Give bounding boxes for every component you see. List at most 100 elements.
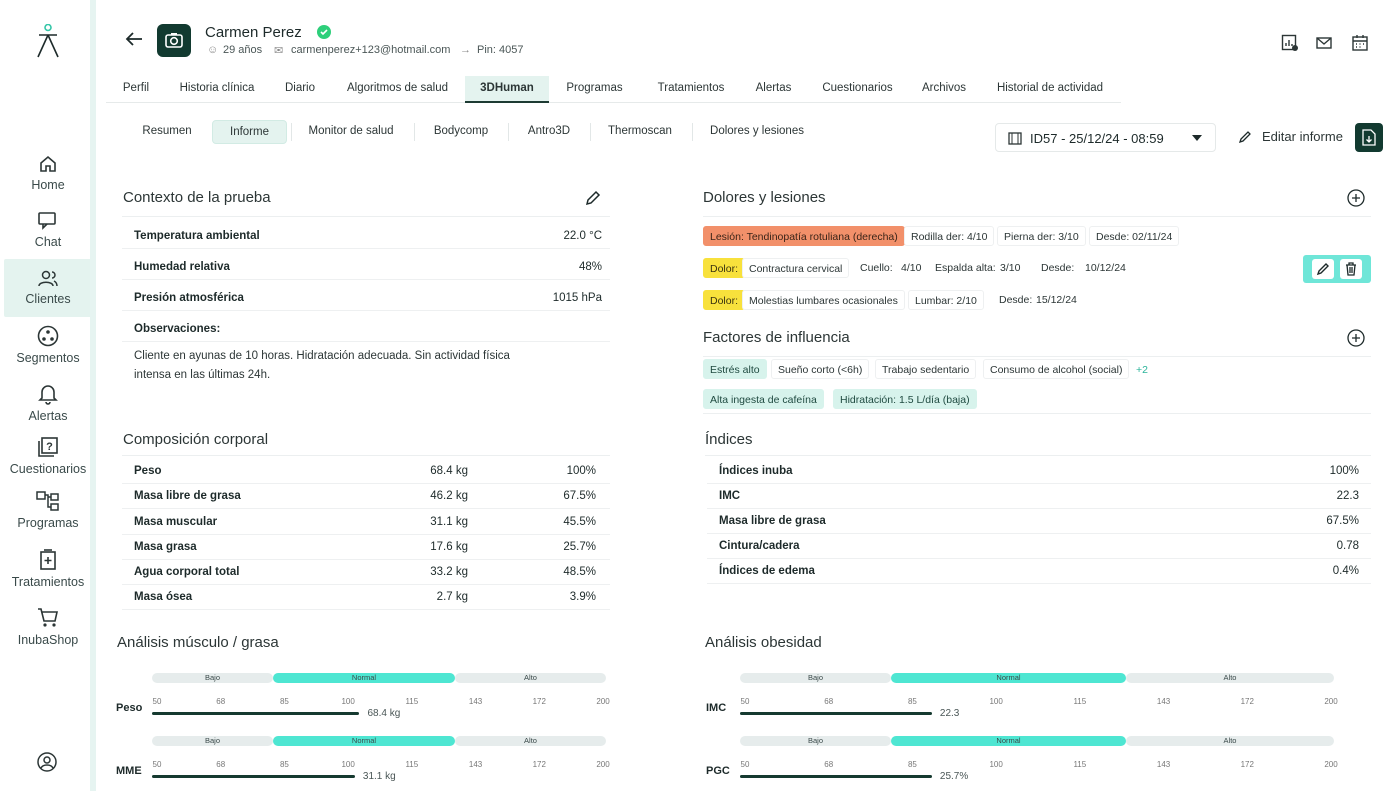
table-row: Masa ósea 2.7 kg 3.9% — [122, 585, 610, 610]
tick-label: 143 — [468, 697, 483, 706]
section-title: Factores de influencia — [703, 329, 850, 346]
tick-label: 115 — [405, 760, 419, 769]
tab-3dhuman[interactable]: 3DHuman — [465, 76, 549, 103]
tab-historial[interactable]: Historial de actividad — [996, 82, 1104, 94]
table-row: Cintura/cadera 0.78 — [707, 534, 1371, 559]
pencil-icon — [1316, 263, 1329, 276]
divider — [703, 216, 1371, 217]
camera-icon — [165, 33, 183, 48]
divider — [703, 356, 1371, 357]
sidebar-item-home[interactable]: Home — [4, 154, 92, 196]
report-icon[interactable] — [1281, 34, 1299, 52]
mail-icon: ✉ — [274, 45, 284, 57]
tick-label: 115 — [405, 697, 419, 706]
table-row: Masa libre de grasa 46.2 kg 67.5% — [122, 484, 610, 509]
main-tabs: Perfil Historia clínica Diario Algoritmo… — [106, 76, 1121, 103]
sidebar-item-cuestionarios[interactable]: ? Cuestionarios — [4, 436, 92, 476]
patient-avatar[interactable] — [157, 24, 191, 57]
pain-since-label: Desde: — [1041, 262, 1075, 274]
tab-algoritmos[interactable]: Algoritmos de salud — [347, 82, 448, 94]
subtab-bodycomp[interactable]: Bodycomp — [433, 125, 489, 137]
pencil-icon[interactable] — [585, 190, 601, 206]
factor-chip: Trabajo sedentario — [875, 359, 977, 379]
table-row: Peso 68.4 kg 100% — [122, 459, 610, 484]
tick-label: 50 — [740, 760, 750, 769]
table-row: Temperatura ambiental 22.0 °C — [122, 224, 610, 249]
tab-diario[interactable]: Diario — [284, 82, 316, 94]
divider — [705, 455, 1371, 456]
report-select-value: ID57 - 25/12/24 - 08:59 — [1030, 131, 1164, 146]
user-profile-icon[interactable] — [37, 752, 57, 772]
tick-label: 100 — [989, 760, 1003, 769]
subtab-monitor-salud[interactable]: Monitor de salud — [308, 125, 394, 137]
scan-icon — [1008, 132, 1022, 145]
sidebar-item-inubashop[interactable]: InubaShop — [4, 607, 92, 647]
tab-cuestionarios[interactable]: Cuestionarios — [822, 82, 893, 94]
section-title: Contexto de la prueba — [123, 189, 271, 206]
delete-button[interactable] — [1340, 259, 1362, 279]
pain-since-date: 15/12/24 — [1036, 294, 1077, 306]
sidebar-item-label: Programas — [17, 516, 79, 530]
observations-text: Cliente en ayunas de 10 horas. Hidrataci… — [134, 350, 510, 381]
pain-since-label: Desde: — [999, 294, 1033, 306]
sidebar-item-label: Clientes — [25, 292, 71, 306]
table-row: Masa grasa 17.6 kg 25.7% — [122, 535, 610, 560]
gauge-value: 31.1 kg — [362, 771, 396, 782]
sidebar-item-clientes[interactable]: Clientes — [4, 259, 92, 317]
sidebar-item-alertas[interactable]: Alertas — [4, 383, 92, 423]
more-factors-link[interactable]: +2 — [1136, 364, 1148, 376]
tick-label: 172 — [1240, 697, 1254, 706]
subtab-thermoscan[interactable]: Thermoscan — [608, 125, 672, 137]
export-button[interactable] — [1355, 123, 1383, 152]
gauge-value: 22.3 — [939, 708, 960, 719]
range-band-high: Alto — [1126, 673, 1334, 683]
range-band-normal: Normal — [273, 736, 455, 746]
tick-label: 68 — [216, 697, 226, 706]
subtab-antro3d[interactable]: Antro3D — [527, 125, 571, 137]
sidebar-item-tratamientos[interactable]: Tratamientos — [4, 549, 92, 589]
report-select[interactable]: ID57 - 25/12/24 - 08:59 — [995, 123, 1216, 152]
tick-label: 115 — [1073, 697, 1087, 706]
injury-tag: Lesión: Tendinopatía rotuliana (derecha) — [703, 226, 905, 246]
add-circle-icon[interactable] — [1347, 329, 1365, 347]
tab-programas[interactable]: Programas — [566, 82, 623, 94]
tick-label: 172 — [532, 760, 546, 769]
tick-label: 50 — [152, 760, 162, 769]
tab-perfil[interactable]: Perfil — [122, 82, 150, 94]
home-icon — [40, 155, 56, 172]
table-row: Observaciones: — [122, 317, 610, 342]
range-band-normal: Normal — [891, 673, 1126, 683]
pain-tag: Dolor: — [703, 258, 746, 278]
mail-icon[interactable] — [1315, 34, 1333, 52]
factor-chip: Estrés alto — [703, 359, 767, 379]
pencil-icon[interactable] — [1238, 130, 1252, 144]
tab-alertas[interactable]: Alertas — [755, 82, 792, 94]
sidebar-item-segmentos[interactable]: Segmentos — [4, 325, 92, 365]
table-row: Agua corporal total 33.2 kg 48.5% — [122, 560, 610, 585]
tab-tratamientos[interactable]: Tratamientos — [657, 82, 725, 94]
gauge-value: 68.4 kg — [367, 708, 401, 719]
row-actions — [1303, 255, 1371, 283]
tab-archivos[interactable]: Archivos — [921, 82, 967, 94]
add-circle-icon[interactable] — [1347, 189, 1365, 207]
tick-label: 172 — [532, 697, 546, 706]
range-band-normal: Normal — [891, 736, 1126, 746]
section-title: Índices — [705, 431, 753, 448]
sidebar-item-label: InubaShop — [17, 633, 79, 647]
table-row: Índices de edema 0.4% — [707, 559, 1371, 584]
subtab-dolores[interactable]: Dolores y lesiones — [710, 125, 804, 137]
sidebar-item-programas[interactable]: Programas — [4, 490, 92, 530]
back-arrow-icon[interactable] — [123, 28, 145, 50]
tab-historia-clinica[interactable]: Historia clínica — [179, 82, 255, 94]
subtab-resumen[interactable]: Resumen — [142, 125, 192, 137]
sidebar-item-chat[interactable]: Chat — [4, 211, 92, 253]
pain-location: Espalda alta: — [935, 262, 996, 274]
table-row: Presión atmosférica 1015 hPa — [122, 286, 610, 311]
edit-report-button[interactable]: Editar informe — [1262, 129, 1343, 144]
calendar-icon[interactable] — [1351, 34, 1369, 52]
pain-tag: Dolor: — [703, 290, 746, 310]
subtab-informe[interactable]: Informe — [212, 120, 287, 144]
edit-button[interactable] — [1312, 259, 1334, 279]
clients-icon — [38, 270, 58, 287]
factor-chip: Hidratación: 1.5 L/día (baja) — [833, 389, 977, 409]
